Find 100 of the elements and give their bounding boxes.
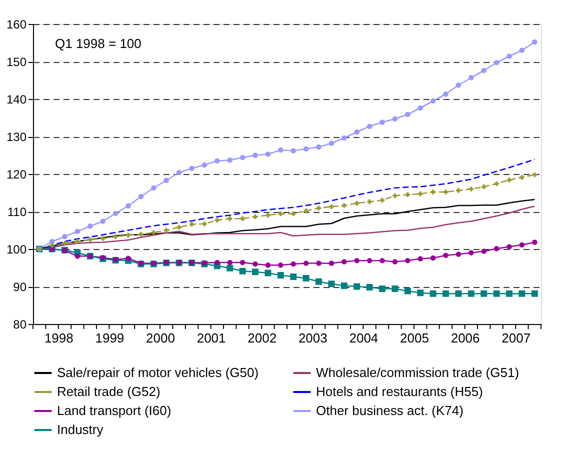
y-tick-label: 110 [7, 205, 27, 219]
point [519, 48, 525, 53]
point [456, 252, 462, 257]
y-tick-label: 160 [6, 18, 27, 32]
point [214, 218, 220, 222]
point [405, 258, 410, 264]
point [506, 54, 512, 59]
point [100, 236, 106, 241]
point [240, 216, 245, 221]
point [265, 262, 271, 268]
point [456, 188, 461, 193]
point [380, 258, 385, 264]
point [468, 250, 474, 256]
point [366, 124, 372, 130]
point [176, 170, 182, 176]
point [75, 239, 80, 244]
point [49, 238, 55, 244]
point [74, 253, 80, 259]
point [214, 158, 220, 164]
point [328, 140, 334, 146]
point [354, 283, 360, 290]
point [430, 98, 436, 104]
legend-label: Wholesale/commission trade (G51) [316, 365, 520, 380]
point [506, 244, 512, 250]
point [138, 232, 144, 237]
y-tick-label: 140 [6, 92, 27, 106]
point [506, 178, 512, 182]
y-tick-label: 100 [6, 242, 27, 256]
y-tick-label: 80 [13, 318, 27, 332]
legend-label: Industry [57, 422, 104, 437]
point [278, 147, 284, 153]
point [74, 228, 80, 234]
point [126, 232, 131, 238]
point [367, 199, 372, 204]
point [164, 228, 169, 233]
point [468, 186, 474, 192]
point [278, 211, 283, 216]
point [290, 261, 296, 267]
point [354, 258, 360, 264]
point [264, 270, 272, 276]
point [265, 151, 271, 157]
point [228, 216, 232, 221]
x-tick-label: 2003 [298, 330, 328, 346]
point [126, 203, 131, 209]
x-tick-label: 2000 [146, 330, 175, 346]
x-tick-label: 2007 [502, 330, 531, 346]
point [494, 60, 500, 66]
point [112, 210, 118, 216]
point [392, 116, 398, 122]
point [417, 290, 424, 296]
point [405, 112, 410, 118]
point [531, 290, 538, 297]
legend-label: Other business act. (K74) [316, 403, 464, 418]
point [443, 190, 448, 194]
point [329, 204, 334, 209]
y-tick-label: 150 [6, 55, 27, 69]
point [266, 212, 270, 218]
point [481, 68, 486, 74]
point [418, 192, 423, 196]
point [227, 260, 232, 266]
point [304, 208, 308, 214]
point [151, 230, 156, 235]
y-tick-label: 120 [6, 168, 27, 182]
x-tick-label: 2004 [349, 330, 378, 346]
point [481, 248, 486, 254]
point [468, 74, 474, 80]
point [202, 162, 208, 168]
point [164, 178, 169, 184]
point [518, 290, 526, 297]
point [342, 259, 347, 264]
point [328, 280, 335, 288]
point [379, 286, 386, 292]
point [316, 278, 322, 285]
x-tick-label: 1998 [44, 330, 74, 346]
point [240, 260, 246, 266]
point [392, 193, 398, 198]
point [480, 290, 488, 297]
point [290, 148, 296, 154]
point [520, 175, 524, 180]
legend-label: Land transport (I60) [57, 403, 172, 418]
point [482, 184, 486, 190]
point [380, 120, 385, 125]
legend-label: Hotels and restaurants (H55) [316, 384, 483, 399]
point [252, 261, 258, 267]
point [392, 259, 398, 264]
point [202, 222, 207, 226]
point [532, 39, 538, 45]
point [405, 192, 410, 197]
x-tick-label: 2005 [400, 330, 429, 346]
point [291, 211, 296, 216]
point [126, 256, 131, 262]
point [430, 255, 436, 261]
point [366, 284, 373, 290]
point [366, 258, 372, 264]
point [430, 290, 436, 297]
point [443, 91, 448, 97]
point [494, 181, 499, 186]
point [113, 234, 118, 239]
point [214, 260, 220, 266]
point [493, 290, 500, 297]
